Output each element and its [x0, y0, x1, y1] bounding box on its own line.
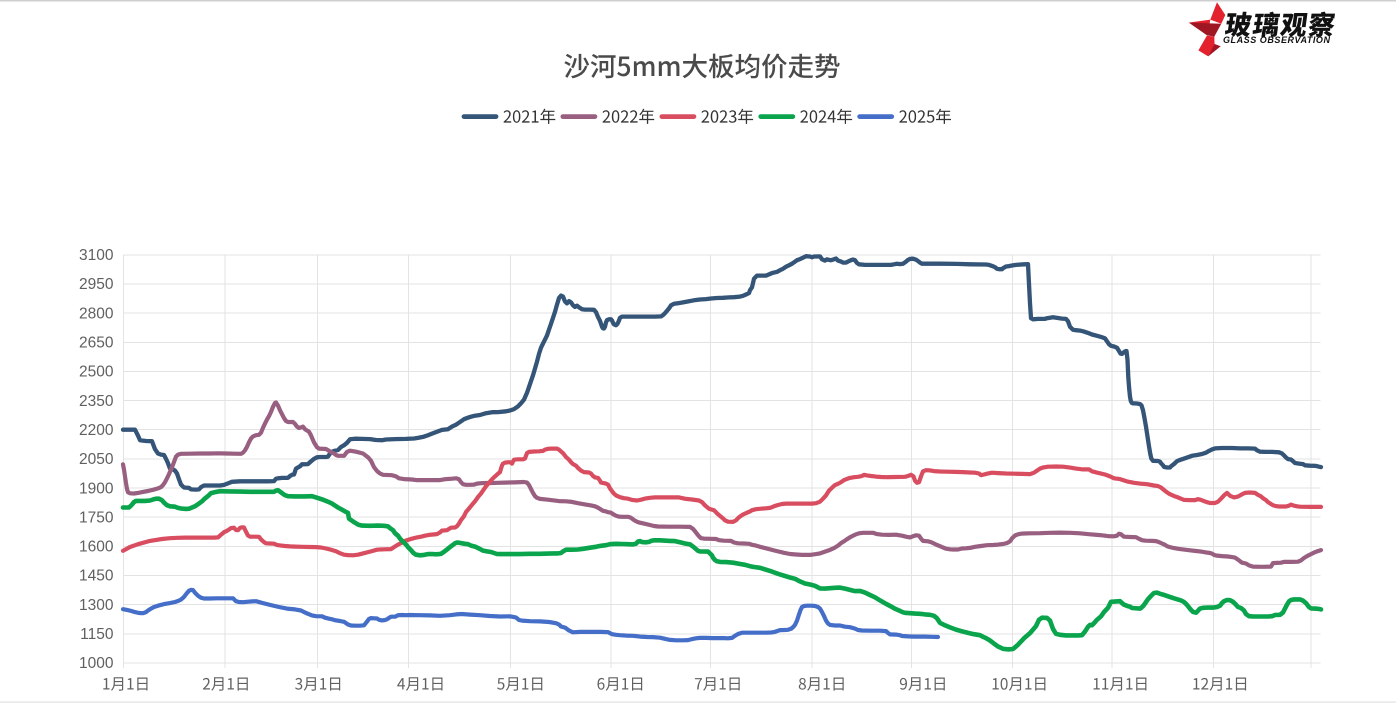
svg-text:2050: 2050 — [79, 451, 114, 468]
svg-text:2200: 2200 — [79, 422, 114, 439]
svg-text:1150: 1150 — [80, 626, 114, 643]
svg-text:2800: 2800 — [79, 305, 114, 322]
svg-text:2950: 2950 — [79, 276, 114, 293]
svg-text:1450: 1450 — [79, 568, 114, 585]
svg-text:3100: 3100 — [79, 247, 114, 264]
svg-text:1300: 1300 — [79, 597, 114, 614]
svg-text:1000: 1000 — [79, 655, 114, 672]
svg-text:2650: 2650 — [79, 335, 114, 352]
svg-text:1750: 1750 — [79, 509, 114, 526]
svg-text:1900: 1900 — [79, 480, 114, 497]
svg-text:GLASS OBSERVATION: GLASS OBSERVATION — [1223, 35, 1331, 45]
svg-text:1600: 1600 — [79, 539, 114, 556]
svg-text:2350: 2350 — [79, 393, 114, 410]
svg-text:2500: 2500 — [79, 364, 114, 381]
